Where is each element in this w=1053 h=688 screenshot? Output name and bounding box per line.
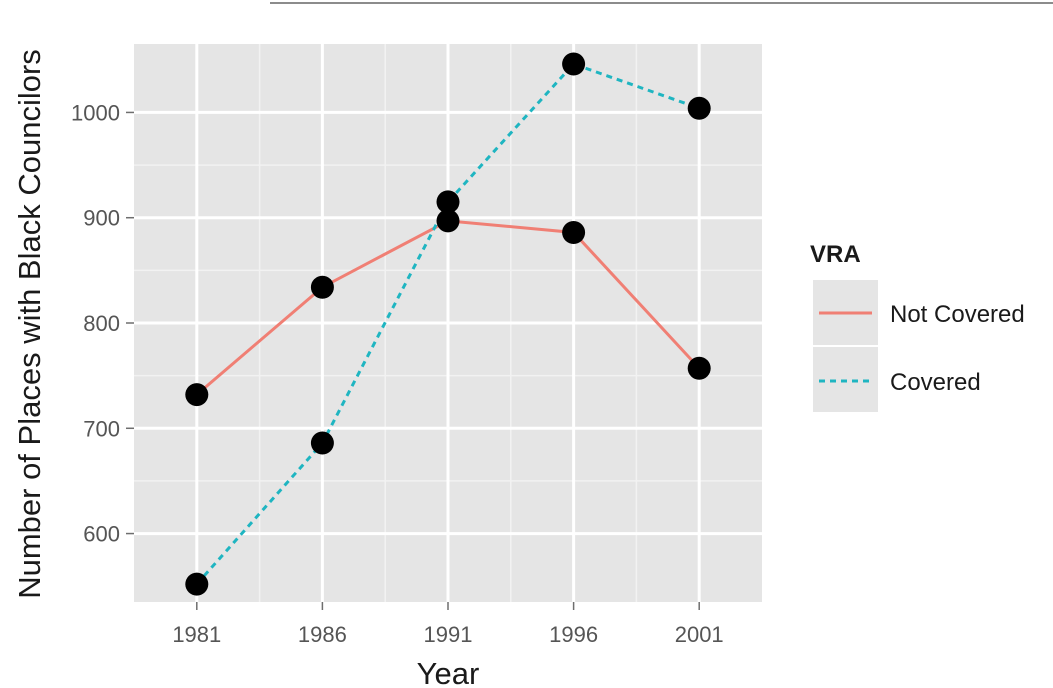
point-covered-2001: [687, 96, 711, 120]
legend-label-covered: Covered: [890, 369, 981, 396]
point-covered-1996: [562, 52, 586, 76]
point-not-covered-2001: [687, 356, 711, 380]
point-covered-1986: [310, 431, 334, 455]
y-tick-label: 1000: [71, 100, 120, 125]
y-tick-label: 600: [83, 522, 120, 547]
data-points: [185, 52, 711, 596]
major-gridlines: [134, 44, 762, 602]
axis-ticks: [126, 111, 700, 610]
x-tick-label: 1986: [298, 622, 347, 647]
legend-title: VRA: [810, 241, 861, 268]
legend-label-not-covered: Not Covered: [890, 301, 1025, 328]
point-not-covered-1981: [185, 383, 209, 407]
x-tick-label: 1981: [172, 622, 221, 647]
point-not-covered-1986: [310, 275, 334, 299]
y-tick-label: 800: [83, 311, 120, 336]
x-tick-label: 1996: [549, 622, 598, 647]
point-not-covered-1996: [562, 220, 586, 244]
series-line-covered: [195, 62, 700, 586]
point-not-covered-1991: [436, 209, 460, 233]
point-covered-1991: [436, 190, 460, 214]
y-axis-title: Number of Places with Black Councilors: [12, 49, 47, 599]
x-axis-title: Year: [417, 656, 480, 688]
y-tick-label: 700: [83, 416, 120, 441]
tick-labels: 1981 1986 1991 1996 2001 600 700 800 900 1000: [71, 100, 724, 647]
x-tick-label: 2001: [675, 622, 724, 647]
x-tick-label: 1991: [424, 622, 473, 647]
point-covered-1981: [185, 572, 209, 596]
legend: VRA Not Covered Covered: [810, 241, 1025, 412]
y-tick-label: 900: [83, 206, 120, 231]
